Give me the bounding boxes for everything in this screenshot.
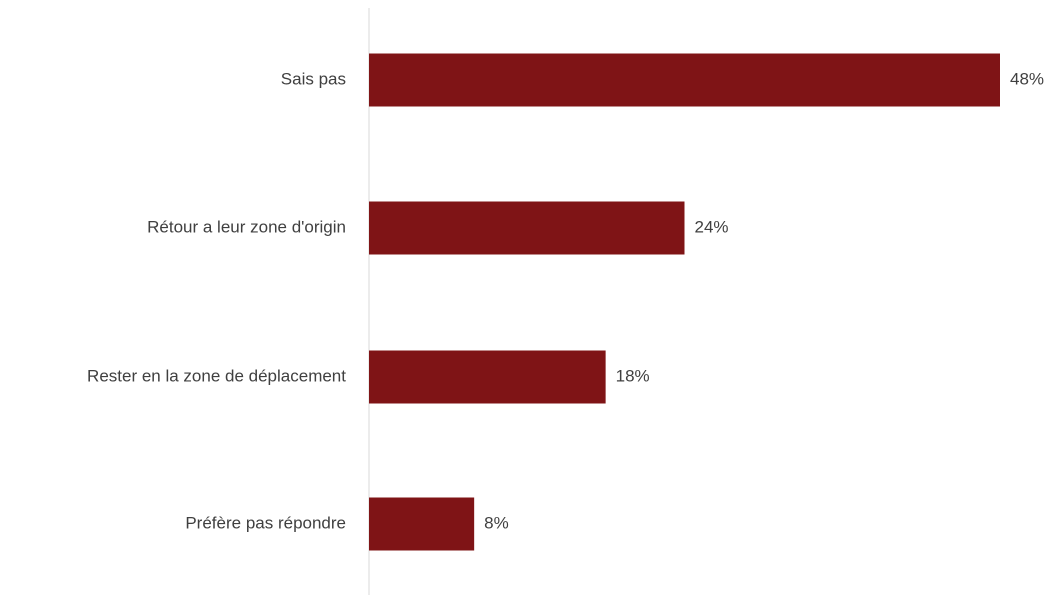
bars-group: [369, 53, 1000, 551]
category-labels-group: Sais pas Rétour a leur zone d'origin Reste…: [87, 69, 346, 532]
category-label-2: Rétour a leur zone d'origin: [147, 217, 346, 236]
bar-3: [369, 350, 606, 404]
bar-4: [369, 497, 475, 551]
category-label-3: Rester en la zone de déplacement: [87, 366, 346, 385]
value-label-3: 18%: [616, 366, 650, 385]
bar-2: [369, 201, 685, 255]
bar-1: [369, 53, 1000, 107]
category-label-1: Sais pas: [281, 69, 346, 88]
category-label-4: Préfère pas répondre: [185, 513, 346, 532]
value-labels-group: 48% 24% 18% 8%: [484, 69, 1044, 532]
value-label-2: 24%: [695, 217, 729, 236]
value-label-4: 8%: [484, 513, 509, 532]
value-label-1: 48%: [1010, 69, 1044, 88]
